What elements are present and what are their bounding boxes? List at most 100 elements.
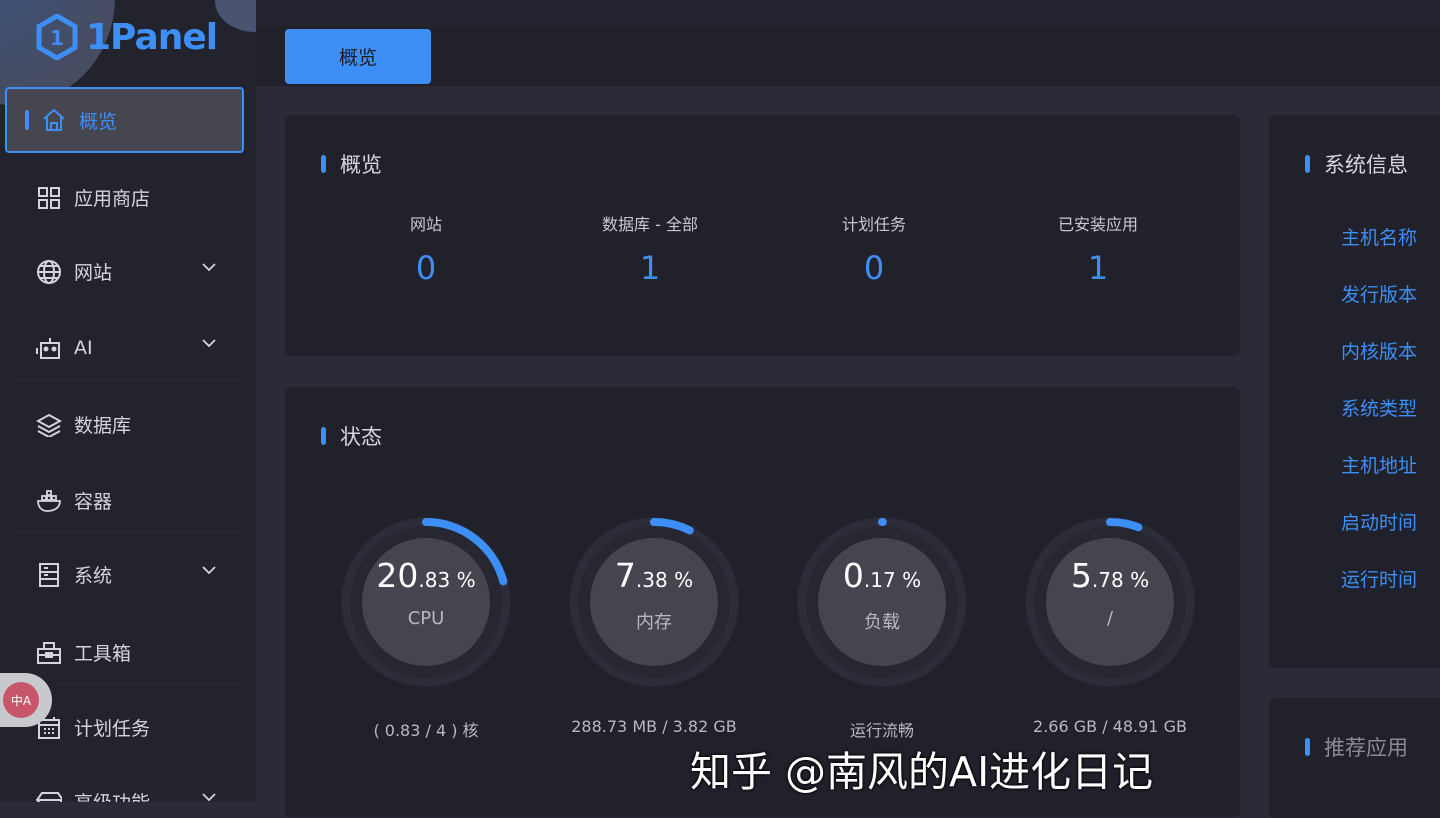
stat-installed-apps[interactable]: 已安装应用 1 — [998, 211, 1198, 287]
watermark: 知乎 @南风的AI进化日记 — [690, 748, 1154, 796]
calendar-icon — [36, 715, 62, 741]
svg-text:1: 1 — [50, 26, 64, 50]
gauge-3: 5.78 % / — [1020, 512, 1200, 692]
logo-text: 1Panel — [86, 16, 218, 58]
stat-value[interactable]: 0 — [415, 249, 437, 287]
gauge-value: 0.17 % — [842, 556, 922, 595]
title-marker — [321, 427, 326, 445]
gauge-label: / — [1106, 608, 1114, 629]
system-info-card: 系统信息 主机名称 发行版本 内核版本 系统类型 主机地址 启动时间 运行时间 — [1269, 115, 1440, 668]
sidebar-item-label: 容器 — [74, 491, 113, 513]
docker-icon — [36, 488, 62, 514]
sidebar-item-label: 数据库 — [74, 415, 132, 437]
gauge-value: 20.83 % — [376, 556, 476, 595]
card-title: 推荐应用 — [1305, 732, 1408, 762]
info-row-label: 运行时间 — [1341, 569, 1418, 591]
chevron-down-icon — [202, 339, 216, 348]
info-row-label: 系统类型 — [1341, 398, 1418, 420]
active-indicator — [25, 110, 29, 130]
toolbox-icon — [36, 640, 62, 666]
logo-hexagon-icon: 1 — [36, 14, 78, 60]
stat-label: 已安装应用 — [1057, 215, 1138, 234]
sidebar-item-advanced[interactable]: 高级功能 — [14, 770, 242, 802]
sidebar-item-label: 工具箱 — [74, 643, 132, 665]
gauge-value: 5.78 % — [1070, 556, 1150, 595]
sidebar-item-ai[interactable]: AI — [14, 316, 242, 380]
title-marker — [1305, 155, 1310, 173]
chevron-down-icon — [202, 263, 216, 272]
title-marker — [1305, 738, 1310, 756]
sidebar-item-system[interactable]: 系统 — [14, 543, 242, 607]
gauge-ring — [797, 517, 967, 687]
gauge-arc — [342, 518, 510, 686]
title-marker — [321, 155, 326, 173]
sidebar-item-cron[interactable]: 计划任务 — [14, 696, 242, 760]
decor-blob — [215, 0, 256, 32]
card-title-text: 状态 — [340, 425, 382, 449]
stat-label: 计划任务 — [841, 215, 906, 234]
tab-strip — [256, 26, 1440, 86]
gauge-ring — [569, 517, 739, 687]
gauge-value: 7.38 % — [614, 556, 694, 595]
sidebar-item-label: 系统 — [74, 565, 113, 587]
translate-icon: 中A — [3, 682, 39, 718]
sidebar-item-containers[interactable]: 容器 — [14, 469, 242, 533]
info-row-label: 主机地址 — [1341, 455, 1418, 477]
info-row-label: 主机名称 — [1341, 227, 1418, 249]
stat-value[interactable]: 0 — [863, 249, 885, 287]
sidebar-item-websites[interactable]: 网站 — [14, 240, 242, 304]
gauge-arc — [1026, 518, 1194, 686]
overview-card: 概览 网站 0 数据库 - 全部 1 计划任务 0 已安装应用 1 — [285, 115, 1240, 356]
gauge-ring — [341, 517, 511, 687]
grid-icon — [36, 185, 62, 211]
gauge-0: 20.83 % CPU — [336, 512, 516, 692]
card-title: 系统信息 — [1305, 149, 1408, 179]
recommended-card: 推荐应用 — [1269, 698, 1440, 818]
tab-overview[interactable]: 概览 — [285, 29, 431, 84]
gauge-detail: ( 0.83 / 4 ) 核 — [373, 721, 479, 740]
info-row-label: 启动时间 — [1341, 512, 1418, 534]
chevron-down-icon — [202, 566, 216, 575]
gauge-1: 7.38 % 内存 — [564, 512, 744, 692]
gauge-detail: 2.66 GB / 48.91 GB — [1033, 717, 1187, 736]
gauge-2: 0.17 % 负载 — [792, 512, 972, 692]
card-title: 概览 — [321, 149, 382, 179]
info-row-label: 内核版本 — [1341, 341, 1418, 363]
sidebar-item-label: 高级功能 — [74, 788, 150, 802]
sidebar-item-label: 计划任务 — [74, 718, 151, 740]
stat-value[interactable]: 1 — [639, 249, 661, 287]
translate-button[interactable]: 中A — [0, 673, 52, 727]
gauge-label: CPU — [407, 608, 445, 629]
gauge-label: 内存 — [636, 612, 672, 633]
stat-cron[interactable]: 计划任务 0 — [774, 211, 974, 287]
sidebar-item-label: 应用商店 — [74, 188, 151, 210]
stat-value[interactable]: 1 — [1087, 249, 1109, 287]
card-title-text: 系统信息 — [1324, 153, 1408, 177]
stat-databases[interactable]: 数据库 - 全部 1 — [550, 211, 750, 287]
sidebar-item-label: AI — [74, 336, 93, 359]
stat-label: 数据库 - 全部 — [602, 215, 698, 234]
stat-websites[interactable]: 网站 0 — [326, 211, 526, 287]
globe-icon — [36, 259, 62, 285]
sidebar-item-app-store[interactable]: 应用商店 — [14, 166, 242, 230]
diamond-icon — [36, 789, 62, 802]
sidebar-item-toolbox[interactable]: 工具箱 — [14, 621, 242, 685]
gauge-ring — [1025, 517, 1195, 687]
gauge-detail: 288.73 MB / 3.82 GB — [571, 717, 737, 736]
stat-label: 网站 — [409, 215, 442, 234]
gauge-detail: 运行流畅 — [849, 721, 914, 740]
sidebar-item-database[interactable]: 数据库 — [14, 393, 242, 457]
sidebar-item-label: 概览 — [79, 110, 118, 133]
server-icon — [36, 562, 62, 588]
sidebar-item-label: 网站 — [74, 262, 113, 284]
status-card: 状态 20.83 % CPU ( 0.83 / 4 ) 核 7.38 % 内存 28… — [285, 387, 1240, 817]
robot-icon — [36, 335, 62, 361]
logo[interactable]: 1 1Panel — [36, 14, 218, 60]
gauge-label: 负载 — [864, 612, 900, 633]
sidebar-item-overview[interactable]: 概览 — [5, 87, 244, 153]
gauge-arc — [570, 518, 738, 686]
sidebar: 1 1Panel 概览 应用商店 网站 AI 数据库 容器 系统 工具箱 计划任 — [0, 0, 256, 802]
layers-icon — [36, 412, 62, 438]
top-bar — [256, 0, 1440, 26]
card-title-text: 概览 — [340, 153, 382, 177]
